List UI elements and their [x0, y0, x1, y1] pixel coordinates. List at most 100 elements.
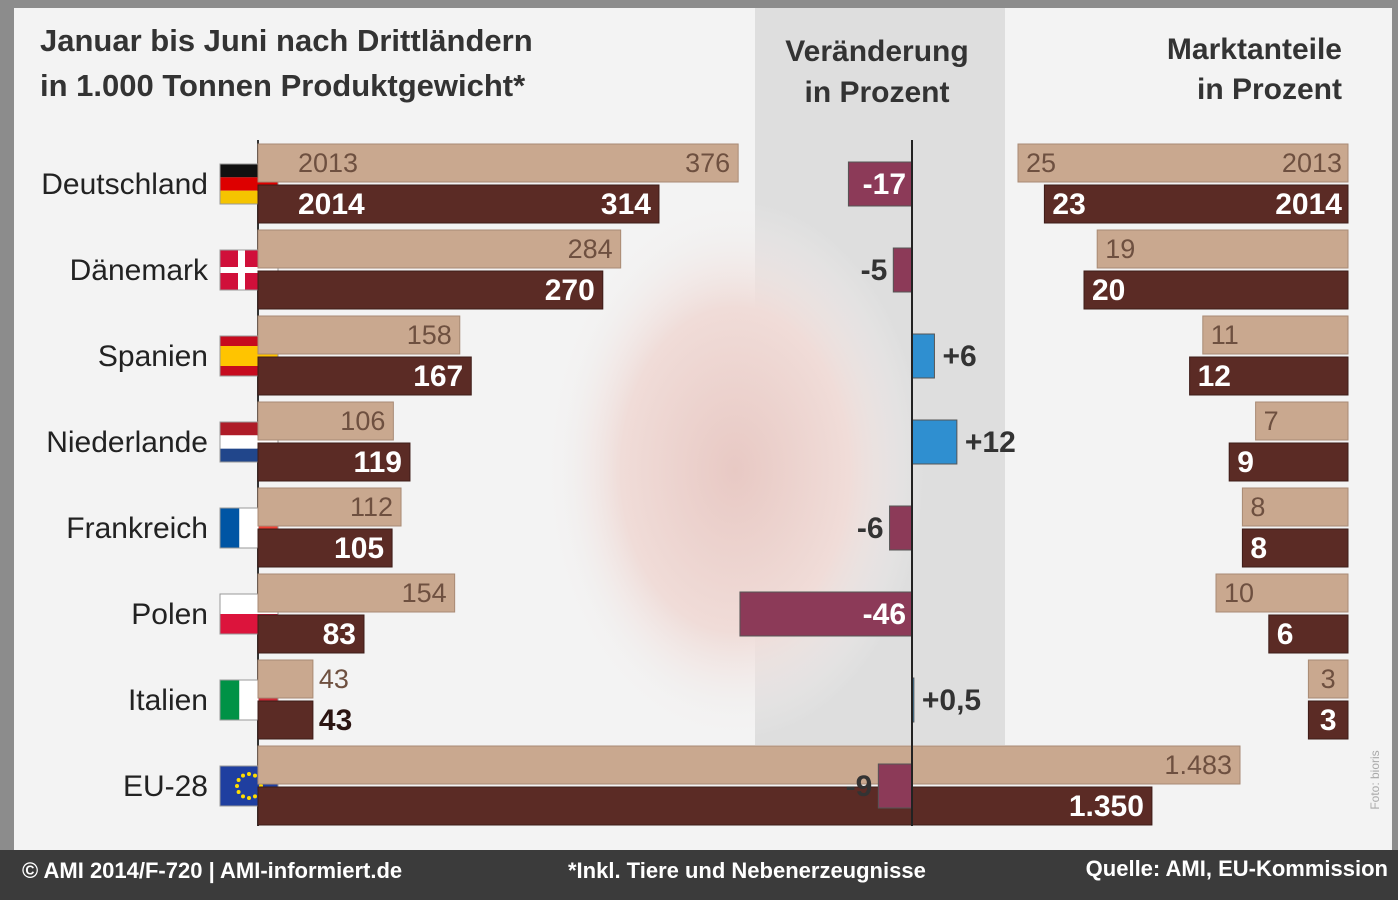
value-label: -17	[863, 168, 906, 201]
flag-part	[241, 773, 245, 778]
category-label: Niederlande	[46, 426, 208, 459]
value-label: 25	[1026, 148, 1056, 178]
bar	[257, 786, 1153, 826]
value-label: 6	[1277, 618, 1294, 651]
photo-credit: Foto: bioris	[1368, 750, 1382, 809]
bar	[1241, 528, 1349, 568]
flag-border	[219, 335, 279, 377]
share-title: in Prozent	[1197, 73, 1342, 106]
flag-border	[219, 765, 279, 807]
bar	[257, 270, 604, 310]
bar	[257, 442, 411, 482]
bar	[911, 333, 935, 379]
flag-part	[253, 773, 257, 778]
value-label: 158	[407, 320, 452, 350]
bar	[877, 763, 913, 809]
flag-border	[219, 679, 279, 721]
category-label: EU-28	[123, 770, 208, 803]
bar	[257, 700, 314, 740]
value-label: -6	[857, 512, 884, 545]
value-label: 8	[1250, 492, 1265, 522]
value-label: 284	[568, 234, 613, 264]
flag-part	[247, 796, 251, 800]
bar	[1083, 270, 1349, 310]
bar	[1307, 700, 1349, 740]
bar	[257, 315, 461, 355]
value-label: +12	[965, 426, 1016, 459]
bar	[257, 573, 456, 613]
value-label: 167	[413, 360, 463, 393]
bar	[847, 161, 913, 207]
bar	[911, 419, 958, 465]
value-label: 43	[319, 704, 352, 737]
value-label: -46	[863, 598, 906, 631]
value-label: 83	[323, 618, 356, 651]
value-label: +6	[942, 340, 976, 373]
series-label: 2014	[1275, 188, 1342, 221]
value-label: 119	[354, 446, 402, 479]
bar	[257, 356, 472, 396]
flag-part	[239, 680, 259, 720]
value-label: 105	[334, 532, 384, 565]
change-title: Veränderung	[785, 35, 968, 68]
bar	[1241, 487, 1349, 527]
series-label: 2014	[298, 188, 365, 221]
value-label: 11	[1211, 320, 1239, 350]
value-label: -5	[861, 254, 888, 287]
bar	[1017, 143, 1349, 183]
flag-border	[219, 249, 279, 291]
flag-part	[247, 772, 251, 776]
footer-bar	[0, 850, 1398, 900]
bar	[1307, 659, 1349, 699]
footer-note: *Inkl. Tiere und Nebenerzeugnisse	[568, 858, 926, 883]
flag-border	[219, 507, 279, 549]
bar	[889, 505, 913, 551]
category-label: Deutschland	[41, 168, 208, 201]
flag-border	[219, 593, 279, 635]
bar	[257, 659, 314, 699]
footer-source: Quelle: AMI, EU-Kommission	[1086, 856, 1388, 881]
flag-border	[219, 421, 279, 463]
flag-part	[236, 790, 241, 794]
category-label: Spanien	[98, 340, 208, 373]
value-label: 23	[1052, 188, 1085, 221]
chart-title: Januar bis Juni nach Drittländern	[40, 23, 533, 58]
flag-border	[219, 163, 279, 205]
value-label: +0,5	[922, 684, 981, 717]
bar	[1189, 356, 1349, 396]
bar	[257, 528, 393, 568]
value-label: 3	[1321, 664, 1336, 694]
value-label: 1.483	[1164, 750, 1232, 780]
value-label: 154	[402, 578, 447, 608]
value-label: 10	[1224, 578, 1254, 608]
category-label: Italien	[128, 684, 208, 717]
chart-title: in 1.000 Tonnen Produktgewicht*	[40, 68, 526, 103]
flag-part	[220, 680, 240, 720]
value-label: 19	[1105, 234, 1135, 264]
bar	[257, 745, 1241, 785]
bar	[1096, 229, 1349, 269]
share-title: Marktanteile	[1167, 33, 1342, 66]
bar	[257, 143, 739, 183]
series-label: 2013	[1282, 148, 1342, 178]
footer-copyright: © AMI 2014/F-720 | AMI-informiert.de	[22, 858, 402, 883]
bar	[1228, 442, 1349, 482]
value-label: 20	[1092, 274, 1125, 307]
flag-part	[220, 267, 278, 273]
bar	[1202, 315, 1349, 355]
bar	[257, 401, 394, 441]
flag-part	[253, 794, 257, 799]
value-label: 43	[319, 664, 349, 694]
bar	[1215, 573, 1349, 613]
value-label: 8	[1250, 532, 1267, 565]
value-label: 1.350	[1069, 790, 1144, 823]
category-label: Dänemark	[70, 254, 209, 287]
bar	[1255, 401, 1349, 441]
value-label: 112	[350, 492, 393, 522]
value-label: 106	[340, 406, 385, 436]
bar	[1268, 614, 1349, 654]
value-label: 7	[1264, 406, 1279, 436]
value-label: 314	[601, 188, 651, 221]
